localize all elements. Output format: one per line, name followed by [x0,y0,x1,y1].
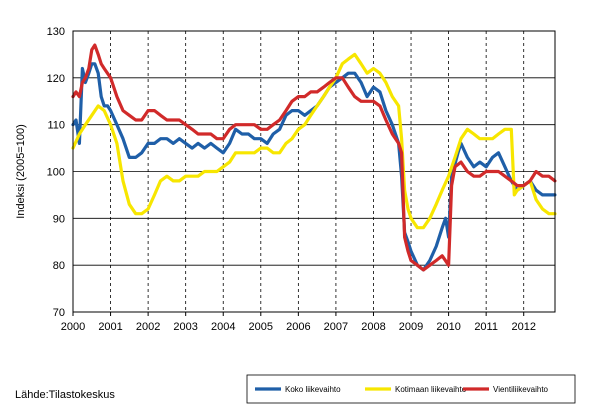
source-note: Lähde:Tilastokeskus [15,389,115,401]
legend-box [246,374,576,404]
x-tick-label: 2002 [136,321,160,333]
legend-label: Kotimaan liikevaihto [395,385,467,394]
x-tick-label: 2010 [436,321,460,333]
y-tick-label: 80 [53,260,65,272]
series-line [71,62,557,272]
y-axis-title: Indeksi (2005=100) [15,124,27,218]
x-tick-label: 2011 [474,321,498,333]
x-tick-label: 2001 [98,321,122,333]
y-tick-label: 100 [47,167,65,179]
series-lines [71,43,557,272]
y-tick-label: 130 [47,26,65,38]
grid-lines [73,31,555,312]
x-tick-label: 2005 [249,321,273,333]
axis-ticks: 70 80 90 100 110 120 130 2000 2001 2002 2003 2004 20… [47,26,536,333]
x-tick-label: 2003 [173,321,197,333]
legend: Koko liikevaihto Kotimaan liikevaihto Vien… [246,374,576,404]
y-tick-label: 110 [47,120,65,132]
y-tick-label: 120 [47,73,65,85]
y-tick-label: 70 [53,307,65,319]
plot-area-frame [72,30,556,313]
legend-label: Vientiliikevaihto [493,385,549,394]
series-line [71,43,557,272]
x-tick-label: 2006 [286,321,310,333]
x-tick-label: 2009 [399,321,423,333]
x-tick-label: 2012 [511,321,535,333]
x-tick-label: 2007 [324,321,348,333]
y-tick-label: 90 [53,213,65,225]
legend-label: Koko liikevaihto [285,385,341,394]
series-line [71,52,557,230]
x-tick-label: 2000 [61,321,85,333]
x-tick-label: 2004 [211,321,235,333]
x-tick-label: 2008 [361,321,385,333]
